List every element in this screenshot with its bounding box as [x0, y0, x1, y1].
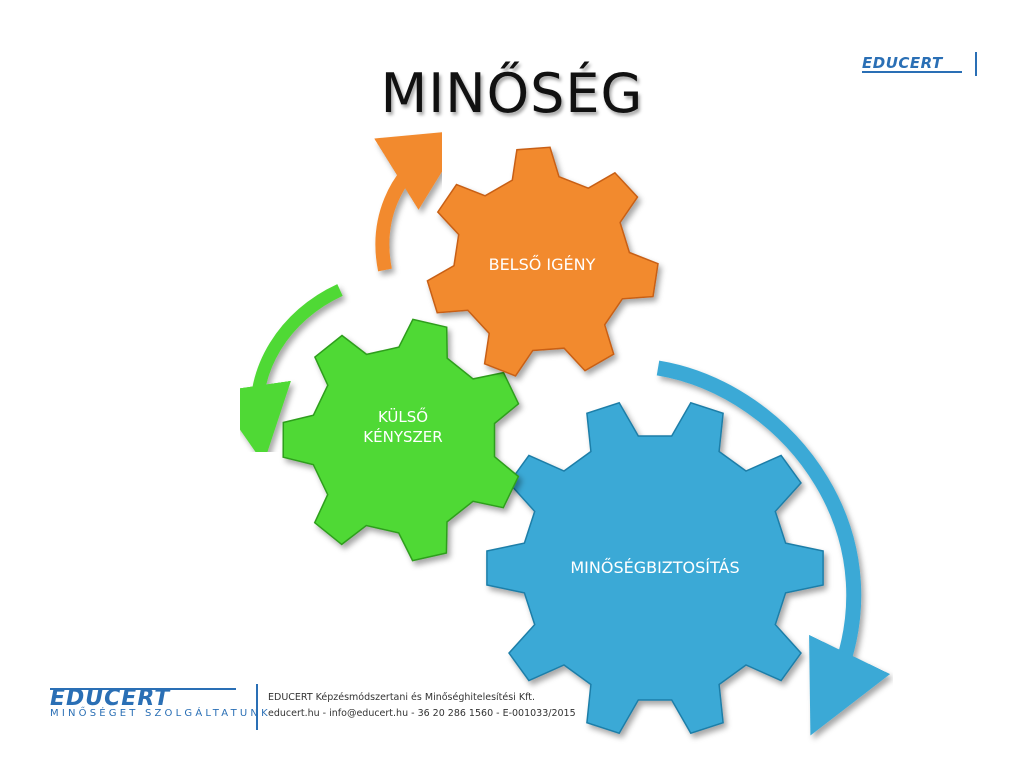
arrow-orange-curve [374, 129, 468, 272]
educert-logo-bottom: EDUCERT [50, 686, 236, 711]
footer-company: EDUCERT Képzésmódszertani és Minőséghite… [268, 692, 536, 703]
educert-logo-top-text: EDUCERT [862, 54, 944, 72]
gear-kulso-kenyszer-shape [282, 318, 520, 562]
arrow-blue-curve [656, 360, 891, 736]
gear-minosegbiztositas-label: MINŐSÉGBIZTOSÍTÁS [570, 557, 739, 577]
gear-kulso-kenyszer-label-line: KÉNYSZER [363, 427, 442, 446]
gear-belso-igeny: BELSŐ IGÉNY [426, 146, 659, 377]
slide-title: MINŐSÉG [380, 62, 644, 125]
educert-logo-top: EDUCERT [862, 52, 977, 76]
gear-kulso-kenyszer: KÜLSŐ KÉNYSZER [282, 318, 520, 562]
arrow-green-curve [213, 284, 343, 464]
gear-kulso-kenyszer-label-line: KÜLSŐ [378, 406, 428, 426]
gear-minosegbiztositas: MINŐSÉGBIZTOSÍTÁS [486, 401, 824, 735]
footer-divider [256, 684, 258, 730]
gear-kulso-kenyszer-label: KÜLSŐ KÉNYSZER [363, 406, 442, 446]
brand-tagline: MINŐSÉGET SZOLGÁLTATUNK [50, 708, 271, 719]
gear-minosegbiztositas-label-line: MINŐSÉGBIZTOSÍTÁS [570, 557, 739, 577]
gear-belso-igeny-label: BELSŐ IGÉNY [489, 254, 596, 274]
footer-contact: educert.hu - info@educert.hu - 36 20 286… [268, 708, 576, 719]
gear-belso-igeny-shape [426, 146, 659, 377]
educert-logo-bottom-text: EDUCERT [50, 686, 171, 711]
gear-belso-igeny-label-line: BELSŐ IGÉNY [489, 254, 596, 274]
gear-minosegbiztositas-shape [486, 401, 824, 735]
